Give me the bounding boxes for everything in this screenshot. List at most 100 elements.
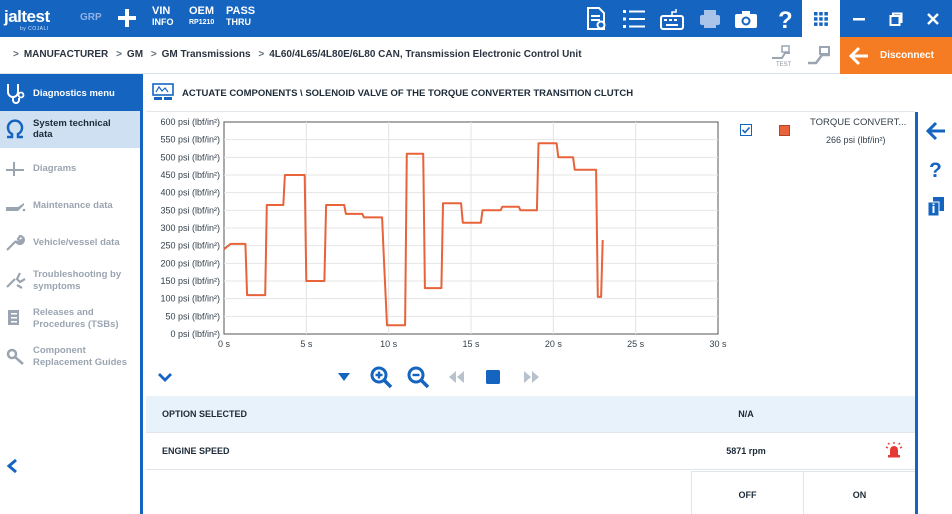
pass-thru-button[interactable]: PASS THRU bbox=[226, 6, 255, 28]
keyboard-icon bbox=[660, 8, 684, 30]
chevron-down-icon bbox=[158, 373, 172, 382]
disconnect-label: Disconnect bbox=[880, 50, 934, 61]
fast-forward-button[interactable] bbox=[519, 364, 545, 390]
legend-series-value: 266 psi (lbf/in²) bbox=[826, 135, 886, 145]
x-tick-label: 15 s bbox=[462, 339, 480, 349]
thru-label: THRU bbox=[226, 17, 251, 27]
sidebar-item-diagrams[interactable]: Diagrams bbox=[0, 150, 140, 187]
sidebar-item-label: Troubleshooting by bbox=[33, 269, 122, 280]
help-button[interactable]: ? bbox=[771, 5, 799, 32]
sidebar-item-troubleshooting[interactable]: Troubleshooting by symptoms bbox=[0, 262, 140, 299]
on-button[interactable]: ON bbox=[803, 471, 915, 514]
diagnostics-icon bbox=[7, 84, 25, 104]
sidebar-item-releases-tsbs[interactable]: Releases and Procedures (TSBs) bbox=[0, 300, 140, 337]
y-tick-label: 0 psi (lbf/in²) bbox=[170, 329, 220, 339]
grid-icon bbox=[814, 11, 828, 26]
test-plug-icon bbox=[772, 45, 790, 59]
right-action-rail: ? bbox=[915, 112, 952, 514]
alarm-icon bbox=[885, 442, 903, 458]
close-button[interactable] bbox=[914, 0, 951, 37]
keyboard-button[interactable] bbox=[658, 5, 686, 32]
question-mark-icon: ? bbox=[929, 159, 942, 180]
collapse-sidebar-icon[interactable] bbox=[6, 458, 20, 474]
back-button[interactable] bbox=[923, 118, 949, 144]
connection-button[interactable] bbox=[806, 43, 834, 71]
legend-color-swatch bbox=[779, 125, 790, 136]
omega-icon bbox=[6, 119, 24, 139]
close-icon bbox=[926, 12, 939, 25]
print-button[interactable] bbox=[696, 5, 724, 32]
diagnostics-menu-header[interactable]: Diagnostics menu bbox=[0, 74, 140, 111]
minimize-button[interactable] bbox=[840, 0, 877, 37]
x-tick-label: 25 s bbox=[627, 339, 645, 349]
zoom-out-button[interactable] bbox=[405, 364, 431, 390]
y-tick-label: 250 psi (lbf/in²) bbox=[160, 241, 220, 251]
oem-rp1210-button[interactable]: OEM RP1210 bbox=[189, 6, 214, 28]
sidebar-item-label: symptoms bbox=[33, 281, 81, 292]
screenshot-button[interactable] bbox=[732, 5, 760, 32]
off-button[interactable]: OFF bbox=[691, 471, 803, 514]
sidebar-item-label: Replacement Guides bbox=[33, 357, 127, 368]
svg-text:?: ? bbox=[929, 159, 942, 180]
sidebar-item-label: data bbox=[33, 129, 53, 140]
y-tick-label: 500 psi (lbf/in²) bbox=[160, 152, 220, 162]
expand-button[interactable] bbox=[152, 364, 178, 390]
breadcrumb-item-gm-transmissions[interactable]: GM Transmissions bbox=[161, 49, 251, 60]
document-search-icon bbox=[587, 6, 606, 30]
help-button[interactable]: ? bbox=[923, 156, 949, 182]
add-button[interactable] bbox=[115, 6, 139, 30]
report-button[interactable] bbox=[582, 5, 610, 32]
connector-plug-icon bbox=[808, 46, 830, 65]
sidebar-item-label: Diagrams bbox=[33, 163, 77, 174]
y-tick-label: 450 psi (lbf/in²) bbox=[160, 170, 220, 180]
plus-icon bbox=[118, 9, 136, 27]
legend-series-name: TORQUE CONVERT... bbox=[810, 117, 907, 128]
rewind-button[interactable] bbox=[443, 364, 469, 390]
rewind-icon bbox=[449, 371, 464, 383]
breadcrumb-item-gm[interactable]: GM bbox=[126, 49, 144, 60]
breadcrumb-separator: > bbox=[116, 49, 122, 60]
sidebar-item-system-technical-data[interactable]: System technical data bbox=[0, 111, 140, 148]
pass-label: PASS bbox=[226, 5, 256, 17]
test-button[interactable]: TEST bbox=[770, 44, 800, 70]
arrow-left-icon bbox=[848, 46, 868, 66]
x-tick-label: 0 s bbox=[218, 339, 231, 349]
breadcrumb-separator: > bbox=[150, 49, 157, 60]
vin-info-button[interactable]: VIN INFO bbox=[152, 6, 174, 28]
y-tick-label: 100 psi (lbf/in²) bbox=[160, 294, 220, 304]
breadcrumb-item-manufacturer[interactable]: MANUFACTURER bbox=[23, 49, 109, 60]
sidebar-item-component-replacement[interactable]: Component Replacement Guides bbox=[0, 338, 140, 375]
restore-button[interactable] bbox=[877, 0, 914, 37]
table-row: OPTION SELECTED N/A bbox=[146, 396, 915, 433]
filter-button[interactable] bbox=[331, 364, 357, 390]
disconnect-button[interactable]: Disconnect bbox=[840, 37, 952, 74]
zoom-in-button[interactable] bbox=[368, 364, 394, 390]
actuate-components-icon bbox=[152, 83, 174, 100]
sidebar-item-label: System technical bbox=[33, 118, 111, 129]
diagnostics-menu-label: Diagnostics menu bbox=[33, 88, 115, 99]
y-tick-label: 550 psi (lbf/in²) bbox=[160, 135, 220, 145]
sidebar-item-vehicle-data[interactable]: Vehicle/vessel data bbox=[0, 224, 140, 261]
info-document-icon bbox=[927, 197, 944, 217]
apps-grid-button[interactable] bbox=[802, 0, 840, 37]
list-view-button[interactable] bbox=[620, 5, 648, 32]
sidebar-item-label: Releases and bbox=[33, 307, 94, 318]
test-label: TEST bbox=[776, 62, 792, 68]
breadcrumb: > MANUFACTURER > GM > GM Transmissions >4L6… bbox=[8, 49, 582, 60]
y-tick-label: 50 psi (lbf/in²) bbox=[165, 311, 220, 321]
y-tick-label: 600 psi (lbf/in²) bbox=[160, 117, 220, 127]
sidebar-item-label: Component bbox=[33, 345, 86, 356]
sidebar-item-maintenance-data[interactable]: Maintenance data bbox=[0, 187, 140, 224]
info-documents-button[interactable] bbox=[923, 194, 949, 220]
chart-controls bbox=[146, 360, 915, 394]
y-tick-label: 400 psi (lbf/in²) bbox=[160, 188, 220, 198]
camera-icon bbox=[735, 10, 757, 28]
legend-checkbox-icon[interactable] bbox=[740, 124, 752, 136]
main-title-bar: ACTUATE COMPONENTS \ SOLENOID VALVE OF T… bbox=[146, 74, 915, 112]
x-tick-label: 10 s bbox=[380, 339, 398, 349]
pressure-chart: 0 psi (lbf/in²) 50 psi (lbf/in²) 100 psi (… bbox=[146, 112, 915, 356]
zoom-out-icon bbox=[407, 366, 430, 389]
breadcrumb-item-control-unit[interactable]: 4L60/4L65/4L80E/6L80 CAN, Transmission E… bbox=[269, 49, 582, 60]
parameter-value: 5871 rpm bbox=[726, 446, 766, 456]
stop-button[interactable] bbox=[480, 364, 506, 390]
